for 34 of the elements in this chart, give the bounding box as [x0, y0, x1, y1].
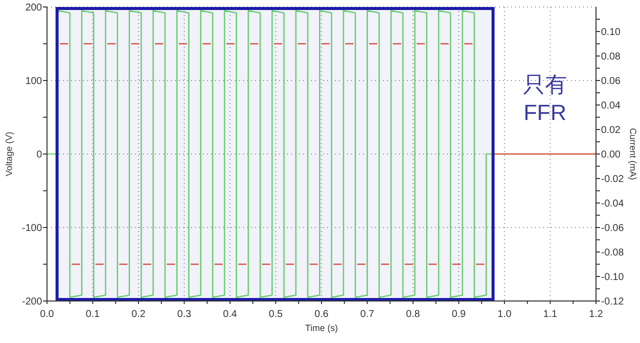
x-tick-label: 0.8	[406, 309, 420, 320]
x-tick-label: 0.3	[177, 309, 192, 320]
x-tick-label: 0.1	[86, 309, 100, 320]
x-tick-label: 1.2	[589, 309, 604, 320]
y2-tick-label: 0.10	[601, 27, 621, 38]
y2-tick-label: 0.00	[601, 150, 621, 160]
y2-tick-label: -0.04	[601, 198, 624, 210]
y-tick-label: -200	[22, 296, 42, 308]
x-tick-label: 0.5	[268, 309, 284, 320]
y-tick-label: -100	[22, 223, 42, 234]
y-tick-label: 200	[25, 2, 42, 14]
y2-tick-label: -0.08	[601, 248, 624, 258]
y-axis-title: Voltage (V)	[4, 132, 14, 176]
x-tick-label: 0.2	[132, 309, 146, 320]
x-tick-label: 0.4	[223, 309, 238, 320]
x-axis-title: Time (s)	[305, 323, 338, 333]
x-tick-label: 0.0	[40, 309, 54, 320]
y2-tick-label: -0.02	[601, 174, 624, 185]
y2-tick-label: -0.12	[601, 296, 624, 308]
x-tick-label: 1.1	[543, 309, 558, 320]
y-tick-label: 0	[36, 150, 42, 160]
x-tick-label: 1.0	[498, 309, 512, 320]
x-tick-label: 0.9	[452, 309, 466, 320]
y2-tick-label: -0.10	[601, 272, 624, 283]
y2-tick-label: 0.08	[601, 52, 621, 62]
y2-tick-label: -0.06	[601, 223, 624, 234]
y2-tick-label: 0.04	[601, 100, 621, 112]
annotation: 只有 FFR	[523, 72, 567, 125]
y2-axis-title: Current (mA)	[628, 128, 638, 180]
x-tick-label: 0.7	[360, 309, 375, 320]
x-tick-label: 0.6	[314, 309, 329, 320]
y2-tick-label: 0.02	[601, 125, 621, 136]
y2-tick-label: 0.06	[601, 76, 621, 87]
y-tick-label: 100	[25, 76, 42, 87]
